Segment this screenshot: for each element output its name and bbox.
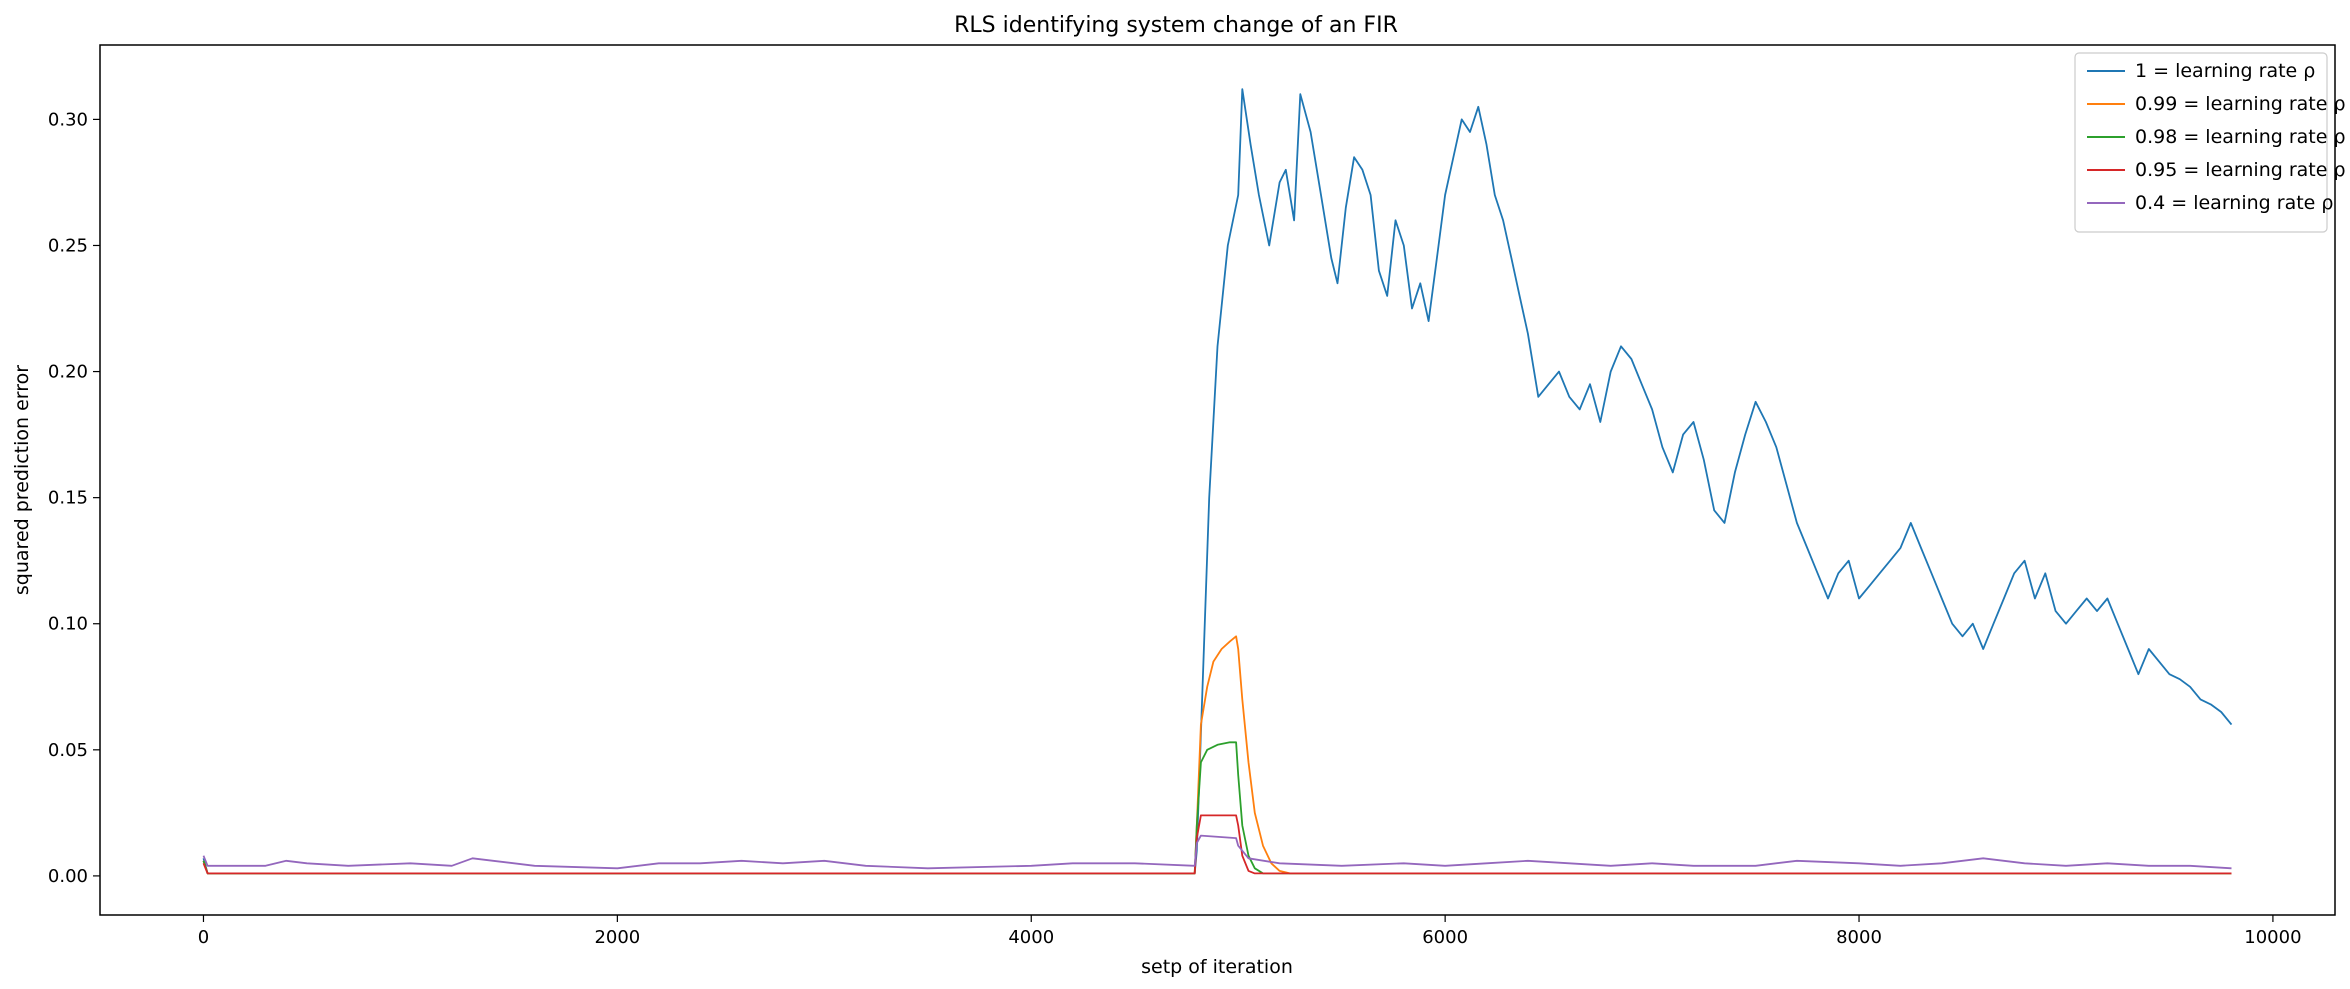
series-group [202, 88, 2233, 875]
x-tick-label: 0 [198, 927, 209, 948]
y-tick-label: 0.05 [48, 740, 88, 761]
y-tick-label: 0.20 [48, 362, 88, 383]
x-tick-label: 8000 [1836, 927, 1882, 948]
x-tick-label: 4000 [1008, 927, 1054, 948]
plot-frame [99, 44, 2336, 916]
y-tick-label: 0.15 [48, 488, 88, 509]
chart-title: RLS identifying system change of an FIR [954, 13, 1398, 38]
series-line-3 [202, 814, 2232, 875]
legend-label: 0.4 = learning rate ρ [2135, 192, 2333, 214]
x-axis-label: setp of iteration [1141, 956, 1293, 978]
legend-label: 0.99 = learning rate ρ [2135, 93, 2346, 115]
y-tick-label: 0.25 [48, 235, 88, 256]
legend-label: 0.98 = learning rate ρ [2135, 126, 2346, 148]
series-line-4 [202, 834, 2232, 870]
y-tick-label: 0.00 [48, 866, 88, 887]
x-tick-label: 2000 [594, 927, 640, 948]
x-tick-label: 10000 [2244, 927, 2301, 948]
legend-label: 1 = learning rate ρ [2135, 60, 2315, 82]
y-tick-label: 0.10 [48, 614, 88, 635]
legend-box [2074, 52, 2328, 233]
series-line-0 [202, 88, 2233, 875]
legend: 1 = learning rate ρ 0.99 = learning rate … [2074, 52, 2346, 233]
axes-group: 0 2000 4000 6000 8000 10000 0.00 0.05 0.10 0.15 0.… [48, 109, 2302, 948]
x-tick-label: 6000 [1422, 927, 1468, 948]
legend-label: 0.95 = learning rate ρ [2135, 159, 2346, 181]
y-axis-label: squared prediction error [11, 365, 33, 595]
y-tick-label: 0.30 [48, 109, 88, 130]
